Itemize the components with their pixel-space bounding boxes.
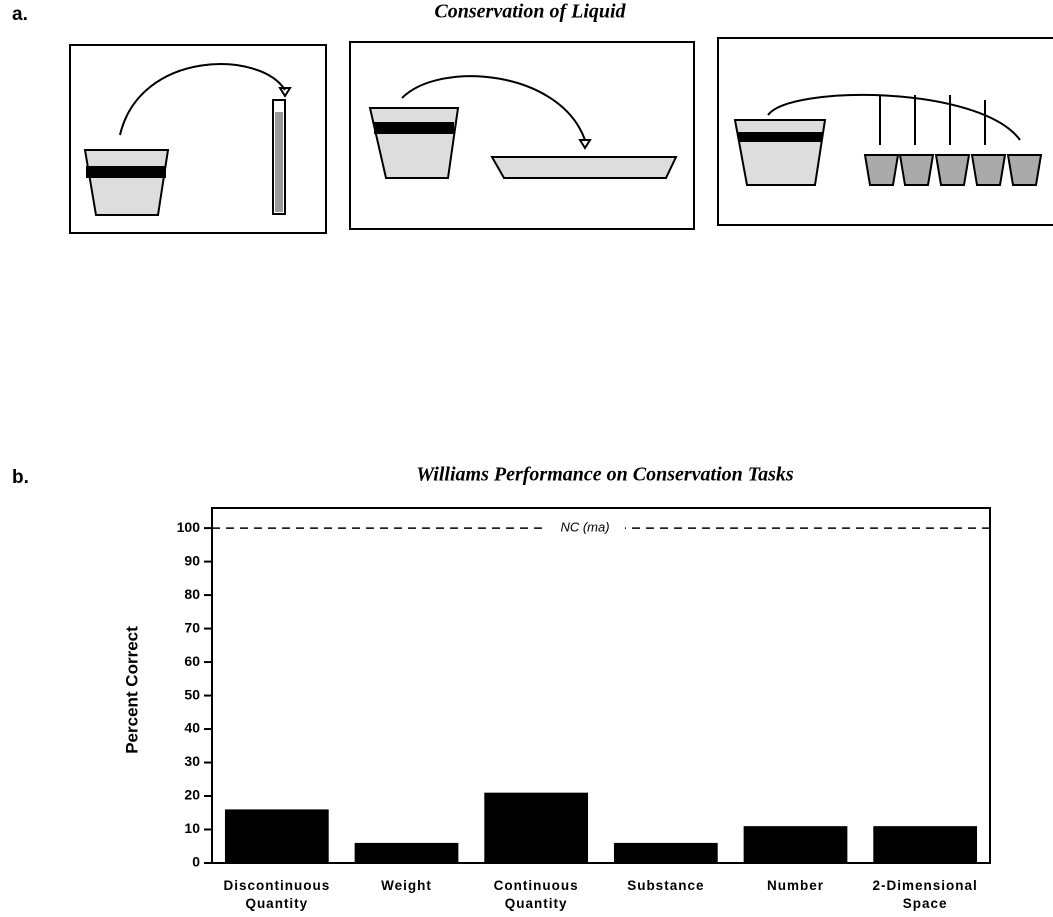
bar [743,826,848,863]
bar [224,809,329,863]
y-tick-label: 0 [192,854,200,870]
bar [354,842,459,863]
panel-label: a. [12,4,28,25]
x-tick-label: Discontinuous Quantity [223,878,331,911]
reference-label: NC (ma) [560,520,609,535]
x-tick-label: Continuous Quantity [493,878,579,911]
bar [613,842,718,863]
x-tick-label: Number [766,878,824,893]
liquid-illustrations [69,37,1053,234]
y-tick-label: 10 [184,820,200,836]
y-tick-label: 80 [184,586,200,602]
x-tick-label: 2-Dimensional Space [872,878,978,911]
y-tick-label: 20 [184,787,200,803]
plot-frame [211,507,991,864]
chart-title: Williams Performance on Conservation Tas… [416,464,794,486]
x-tick-label: Substance [627,878,705,893]
y-tick-label: 30 [184,753,200,769]
y-tick-label: 60 [184,653,200,669]
reference-label-bg [545,519,625,538]
bar [873,826,978,863]
y-axis-label: Percent Correct [122,626,141,754]
y-tick-label: 100 [177,519,201,535]
x-tick-label: Weight [381,878,432,893]
panel-title: Conservation of Liquid [434,1,626,23]
y-tick-label: 50 [184,686,200,702]
bar [484,792,589,863]
y-tick-label: 70 [184,619,200,635]
y-tick-label: 90 [184,552,200,568]
panel-label: b. [12,467,29,488]
y-tick-label: 40 [184,720,200,736]
